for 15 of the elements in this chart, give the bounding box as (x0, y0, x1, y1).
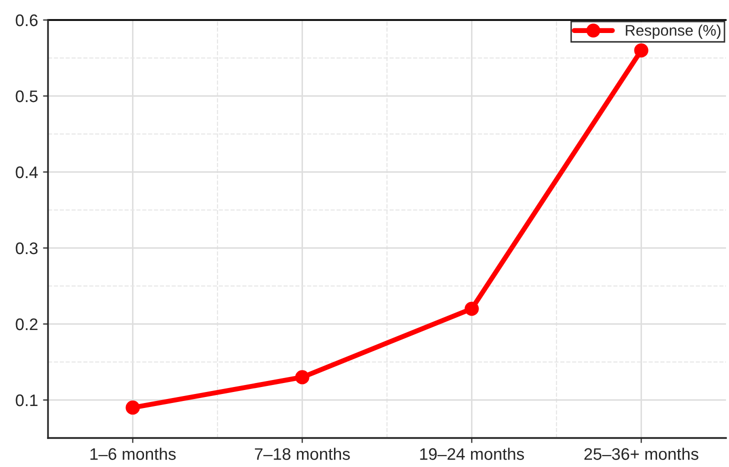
legend-label: Response (%) (626, 24, 720, 39)
y-tick-label: 0.2 (16, 318, 38, 330)
y-tick-label: 0.5 (16, 90, 38, 102)
point (295, 370, 310, 384)
y-tick-label: 0.1 (16, 394, 38, 406)
point (464, 302, 479, 316)
y-tick-label: 0.3 (16, 242, 38, 254)
y-tick-label: 0.6 (16, 14, 38, 26)
x-tick-label: 1–6 months (90, 448, 176, 460)
x-tick-label: 19–24 months (420, 448, 524, 460)
x-tick-label: 7–18 months (254, 448, 350, 460)
point (634, 43, 648, 58)
x-tick-label: 25–36+ months (584, 448, 698, 460)
y-tick-label: 0.4 (16, 166, 38, 178)
point (126, 400, 140, 415)
